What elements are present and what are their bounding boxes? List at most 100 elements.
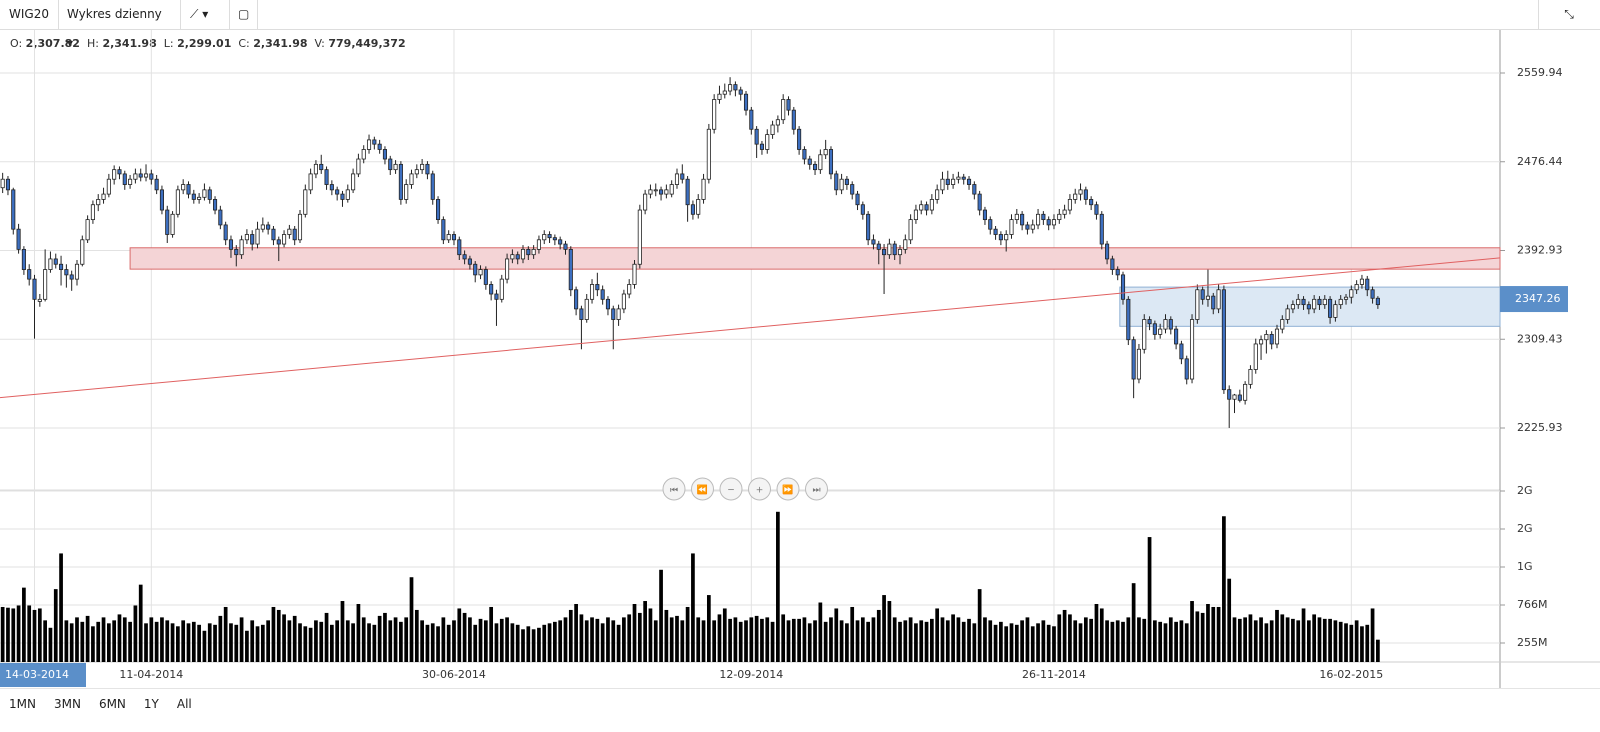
range-button[interactable]: 1MN: [9, 697, 36, 711]
candle-body: [1057, 213, 1062, 221]
candle-body: [552, 237, 557, 241]
candle-body: [659, 189, 664, 195]
volume-bar: [292, 615, 297, 662]
candle-body: [993, 228, 998, 235]
draw-tool[interactable]: ⟋ ▾: [181, 0, 230, 29]
candle-body: [510, 254, 515, 260]
candle-body: [531, 248, 536, 256]
candle-body: [759, 143, 764, 150]
volume-bar: [945, 620, 950, 662]
nav-button[interactable]: ⏪: [691, 477, 714, 501]
candle-body: [266, 224, 271, 230]
candle-body: [393, 163, 398, 171]
volume-bar: [245, 630, 249, 662]
volume-bar: [43, 620, 47, 662]
candle-body: [1322, 298, 1327, 306]
candle-body: [101, 193, 106, 200]
volume-bar: [287, 620, 292, 662]
volume-bar: [1222, 516, 1226, 662]
volume-bar: [6, 607, 10, 662]
shape-tool[interactable]: ▢: [229, 0, 258, 29]
volume-bar: [786, 620, 791, 662]
candle-body: [489, 284, 494, 295]
volume-bar: [22, 587, 26, 662]
volume-bar: [722, 608, 727, 662]
volume-bar: [542, 624, 547, 662]
candle-body: [297, 213, 303, 241]
candle-body: [165, 209, 170, 235]
candle-body: [451, 234, 457, 241]
volume-bar: [11, 608, 16, 662]
candle-body: [754, 128, 759, 145]
candle-body: [1216, 289, 1221, 310]
candle-body: [59, 263, 64, 270]
candle-body: [945, 178, 950, 185]
candle-body: [16, 228, 21, 250]
candle-body: [441, 219, 446, 241]
nav-button[interactable]: ⏭: [805, 477, 828, 501]
volume-bar: [988, 620, 993, 662]
volume-bar: [250, 620, 255, 662]
volume-bar: [1365, 624, 1370, 662]
volume-bar: [728, 618, 732, 662]
candle-body: [1158, 328, 1163, 335]
volume-bar: [526, 626, 531, 662]
range-button[interactable]: 1Y: [143, 697, 159, 711]
volume-bar: [776, 511, 780, 662]
volume-bar: [1105, 620, 1109, 662]
candle-body: [728, 84, 733, 92]
interval-select[interactable]: Wykres dzienny ▾: [58, 0, 181, 50]
candle-body: [956, 176, 961, 180]
volume-bar: [351, 623, 355, 662]
volume-bar: [106, 623, 111, 662]
volume-bar: [319, 621, 324, 662]
volume-bar: [160, 617, 164, 662]
candle-body: [1333, 304, 1338, 318]
volume-bar: [1126, 617, 1131, 662]
candle-body: [494, 293, 499, 300]
candle-body: [866, 213, 871, 241]
nav-button-circle: [719, 477, 743, 501]
volume-bar: [122, 617, 127, 662]
candle-body: [1227, 389, 1232, 400]
range-button[interactable]: 6MN: [98, 697, 126, 711]
candle-body: [1110, 258, 1115, 270]
candle-body: [181, 184, 186, 191]
candle-body: [743, 93, 749, 111]
candle-body: [1036, 213, 1041, 226]
candle-body: [436, 199, 441, 221]
nav-button[interactable]: ⏮: [662, 477, 686, 501]
candle-body: [706, 128, 711, 180]
volume-bar: [372, 624, 377, 662]
candle-body: [186, 184, 191, 195]
nav-button[interactable]: ⏩: [776, 477, 800, 501]
candle-body: [11, 189, 16, 230]
candle-body: [255, 228, 260, 245]
candle-body: [282, 234, 287, 245]
nav-button[interactable]: +: [748, 477, 771, 501]
candle-body: [701, 178, 706, 200]
volume-bar: [653, 620, 658, 662]
volume-bar: [388, 620, 393, 662]
volume-bar: [738, 621, 743, 662]
info-label: L:: [163, 37, 174, 50]
y2-tick-label: 766M: [1517, 598, 1548, 611]
symbol[interactable]: WIG20: [0, 0, 59, 29]
candle-body: [616, 308, 621, 320]
nav-button[interactable]: −: [719, 477, 743, 501]
volume-bar: [37, 608, 42, 662]
volume-bar: [1360, 626, 1364, 662]
range-button[interactable]: 3MN: [53, 697, 81, 711]
range-button[interactable]: All: [176, 697, 192, 711]
candle-body: [542, 234, 547, 241]
candle-body: [1073, 193, 1078, 200]
candle-body: [414, 169, 419, 175]
candle-body: [303, 189, 308, 215]
collapse-button[interactable]: ⤡: [1538, 0, 1599, 29]
volume-bar: [0, 606, 5, 662]
volume-bar: [1285, 617, 1290, 662]
volume-bar: [1354, 620, 1359, 662]
candle-body: [1259, 339, 1264, 345]
volume-bar: [675, 615, 679, 662]
candle-body: [1189, 319, 1195, 380]
